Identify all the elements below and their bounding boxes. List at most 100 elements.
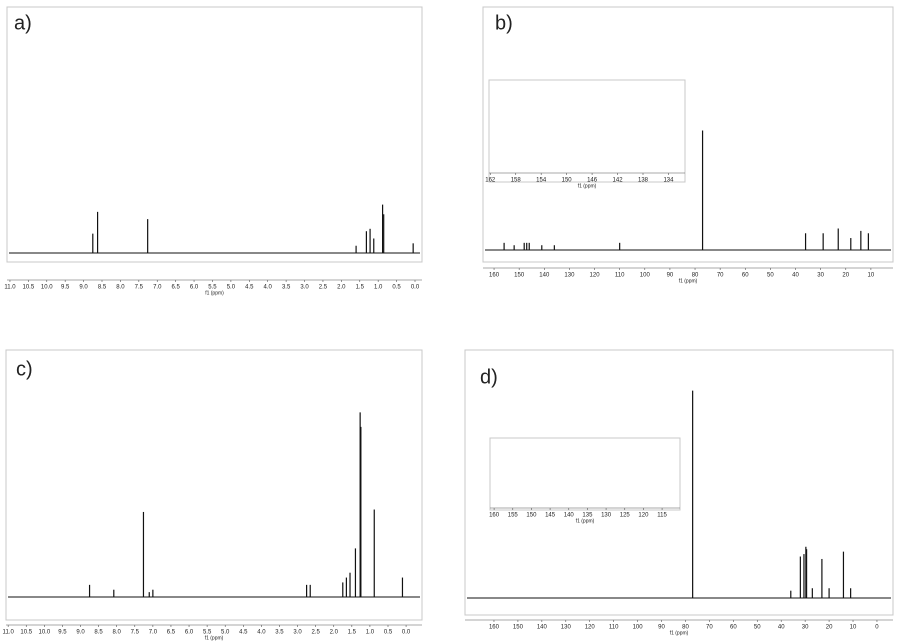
- x-tick-label: 3.0: [293, 630, 302, 636]
- inset-frame: [489, 437, 681, 511]
- panel-label: c): [16, 358, 33, 380]
- x-tick-label: 7.5: [131, 630, 140, 636]
- x-tick-label: 100: [640, 273, 651, 279]
- panel-label: d): [480, 366, 498, 388]
- x-tick-label: 10.0: [39, 630, 51, 636]
- inset-x-tick-label: 160: [489, 513, 500, 519]
- x-tick-label: 0: [875, 625, 879, 631]
- inset-x-tick-label: 130: [601, 513, 612, 519]
- x-tick-label: 3.5: [275, 630, 284, 636]
- x-tick-label: 6.5: [167, 630, 176, 636]
- x-tick-label: 4.0: [257, 630, 266, 636]
- x-tick-label: 20: [826, 625, 833, 631]
- x-tick-label: 10.5: [20, 630, 32, 636]
- inset-x-tick-label: 154: [536, 178, 547, 184]
- x-tick-label: 50: [767, 273, 774, 279]
- inset-x-tick-label: 162: [485, 178, 496, 184]
- x-axis-label: f1 (ppm): [205, 290, 224, 296]
- x-tick-label: 2.0: [337, 285, 346, 291]
- panel-label: a): [14, 12, 32, 34]
- x-tick-label: 9.5: [61, 285, 70, 291]
- x-tick-label: 150: [514, 273, 525, 279]
- x-tick-label: 120: [585, 625, 596, 631]
- x-tick-label: 130: [564, 273, 575, 279]
- inset-x-tick-label: 135: [582, 513, 593, 519]
- x-tick-label: 6.0: [185, 630, 194, 636]
- frame: [482, 6, 894, 263]
- x-tick-label: 0.5: [392, 285, 401, 291]
- x-tick-label: 10.5: [23, 285, 35, 291]
- x-tick-label: 7.0: [149, 630, 158, 636]
- x-tick-label: 9.0: [79, 285, 88, 291]
- x-tick-label: 140: [539, 273, 550, 279]
- inset-x-tick-label: 155: [508, 513, 519, 519]
- x-tick-label: 100: [633, 625, 644, 631]
- x-tick-label: 10: [850, 625, 857, 631]
- x-tick-label: 160: [489, 273, 500, 279]
- x-tick-label: 10.0: [41, 285, 53, 291]
- inset-x-axis-label: f1 (ppm): [578, 183, 597, 189]
- x-tick-label: 8.0: [113, 630, 122, 636]
- x-tick-label: 8.0: [116, 285, 125, 291]
- x-tick-label: 110: [615, 273, 625, 279]
- x-tick-label: 130: [561, 625, 572, 631]
- x-tick-label: 7.0: [153, 285, 162, 291]
- x-tick-label: 0.5: [384, 630, 393, 636]
- x-tick-label: 50: [754, 625, 761, 631]
- inset-x-tick-label: 134: [663, 178, 674, 184]
- x-tick-label: 80: [682, 625, 689, 631]
- x-tick-label: 5.5: [208, 285, 217, 291]
- x-tick-label: 110: [609, 625, 619, 631]
- x-tick-label: 4.5: [245, 285, 254, 291]
- x-tick-label: 5.0: [221, 630, 230, 636]
- inset-x-tick-label: 150: [562, 178, 573, 184]
- inset-x-tick-label: 146: [587, 178, 598, 184]
- x-tick-label: 140: [537, 625, 548, 631]
- x-axis-label: f1 (ppm): [670, 630, 689, 636]
- x-tick-label: 1.5: [348, 630, 357, 636]
- inset-x-tick-label: 138: [638, 178, 649, 184]
- x-tick-label: 5.5: [203, 630, 212, 636]
- x-tick-label: 0.0: [402, 630, 411, 636]
- x-axis-label: f1 (ppm): [679, 278, 698, 284]
- x-tick-label: 30: [817, 273, 824, 279]
- x-tick-label: 2.0: [330, 630, 339, 636]
- x-tick-label: 10: [868, 273, 875, 279]
- x-tick-label: 1.5: [356, 285, 365, 291]
- inset-x-tick-label: 145: [545, 513, 556, 519]
- frame: [5, 349, 423, 621]
- x-tick-label: 70: [717, 273, 724, 279]
- panel-label: b): [495, 12, 513, 34]
- inset-x-tick-label: 115: [657, 513, 667, 519]
- x-tick-label: 120: [590, 273, 601, 279]
- x-tick-label: 6.5: [171, 285, 180, 291]
- inset-x-tick-label: 158: [511, 178, 522, 184]
- x-tick-label: 5.0: [227, 285, 236, 291]
- x-tick-label: 11.0: [3, 630, 15, 636]
- inset-frame: [488, 79, 686, 183]
- x-tick-label: 4.5: [239, 630, 248, 636]
- x-tick-label: 3.0: [300, 285, 309, 291]
- x-tick-label: 30: [802, 625, 809, 631]
- x-tick-label: 90: [667, 273, 674, 279]
- x-tick-label: 150: [513, 625, 524, 631]
- inset-x-tick-label: 140: [564, 513, 575, 519]
- x-tick-label: 9.5: [58, 630, 67, 636]
- x-tick-label: 2.5: [319, 285, 328, 291]
- x-tick-label: 40: [792, 273, 799, 279]
- x-tick-label: 3.5: [282, 285, 291, 291]
- inset-x-tick-label: 150: [526, 513, 537, 519]
- x-axis-label: f1 (ppm): [205, 635, 224, 641]
- x-tick-label: 80: [692, 273, 699, 279]
- x-tick-label: 20: [842, 273, 849, 279]
- x-tick-label: 6.0: [190, 285, 199, 291]
- x-tick-label: 8.5: [94, 630, 103, 636]
- x-tick-label: 70: [706, 625, 713, 631]
- x-tick-label: 7.5: [135, 285, 144, 291]
- x-tick-label: 9.0: [76, 630, 85, 636]
- x-tick-label: 90: [658, 625, 665, 631]
- x-tick-label: 160: [489, 625, 500, 631]
- x-tick-label: 40: [778, 625, 785, 631]
- x-tick-label: 1.0: [374, 285, 383, 291]
